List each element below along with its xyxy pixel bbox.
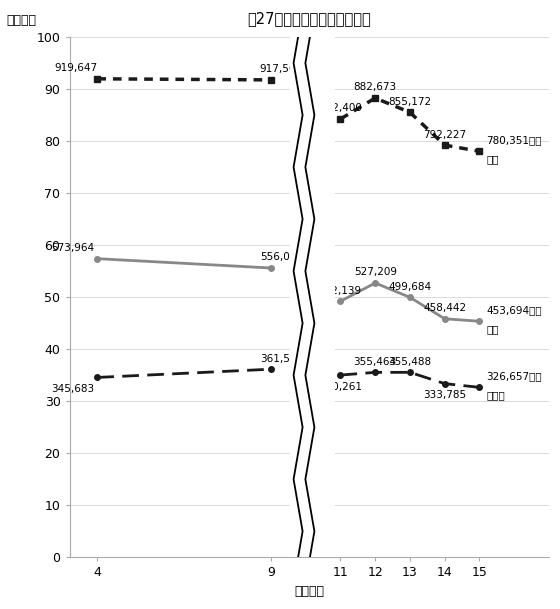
Text: 573,964: 573,964 [51,243,94,253]
Text: 地方税: 地方税 [487,390,505,400]
Text: 458,442: 458,442 [423,303,466,313]
Text: 453,694億円: 453,694億円 [487,305,542,315]
Text: 350,261: 350,261 [319,382,362,392]
Text: 333,785: 333,785 [423,390,466,400]
Text: 361,555: 361,555 [260,354,303,364]
Text: 855,172: 855,172 [389,97,432,107]
Text: 326,657億円: 326,657億円 [487,371,542,381]
Text: 345,683: 345,683 [51,384,94,394]
Text: 国税: 国税 [487,324,499,334]
Text: 919,647: 919,647 [54,63,97,73]
Text: 492,139: 492,139 [319,286,362,296]
X-axis label: （年度）: （年度） [294,585,324,598]
Text: 842,400: 842,400 [319,104,362,113]
Text: 355,488: 355,488 [389,357,432,367]
Y-axis label: （兆円）: （兆円） [7,13,36,27]
Title: 第27図　国税と地方税の推移: 第27図 国税と地方税の推移 [248,11,371,26]
Text: 355,464: 355,464 [353,357,397,367]
Text: 合計: 合計 [487,154,499,164]
Text: 780,351億円: 780,351億円 [487,135,542,145]
Text: 882,673: 882,673 [353,82,397,93]
Text: 792,227: 792,227 [423,130,466,139]
Text: 499,684: 499,684 [389,282,432,292]
Bar [290,32,335,563]
Text: 527,209: 527,209 [354,267,396,278]
Text: 556,007: 556,007 [260,253,303,262]
Text: 917,562: 917,562 [260,65,303,74]
